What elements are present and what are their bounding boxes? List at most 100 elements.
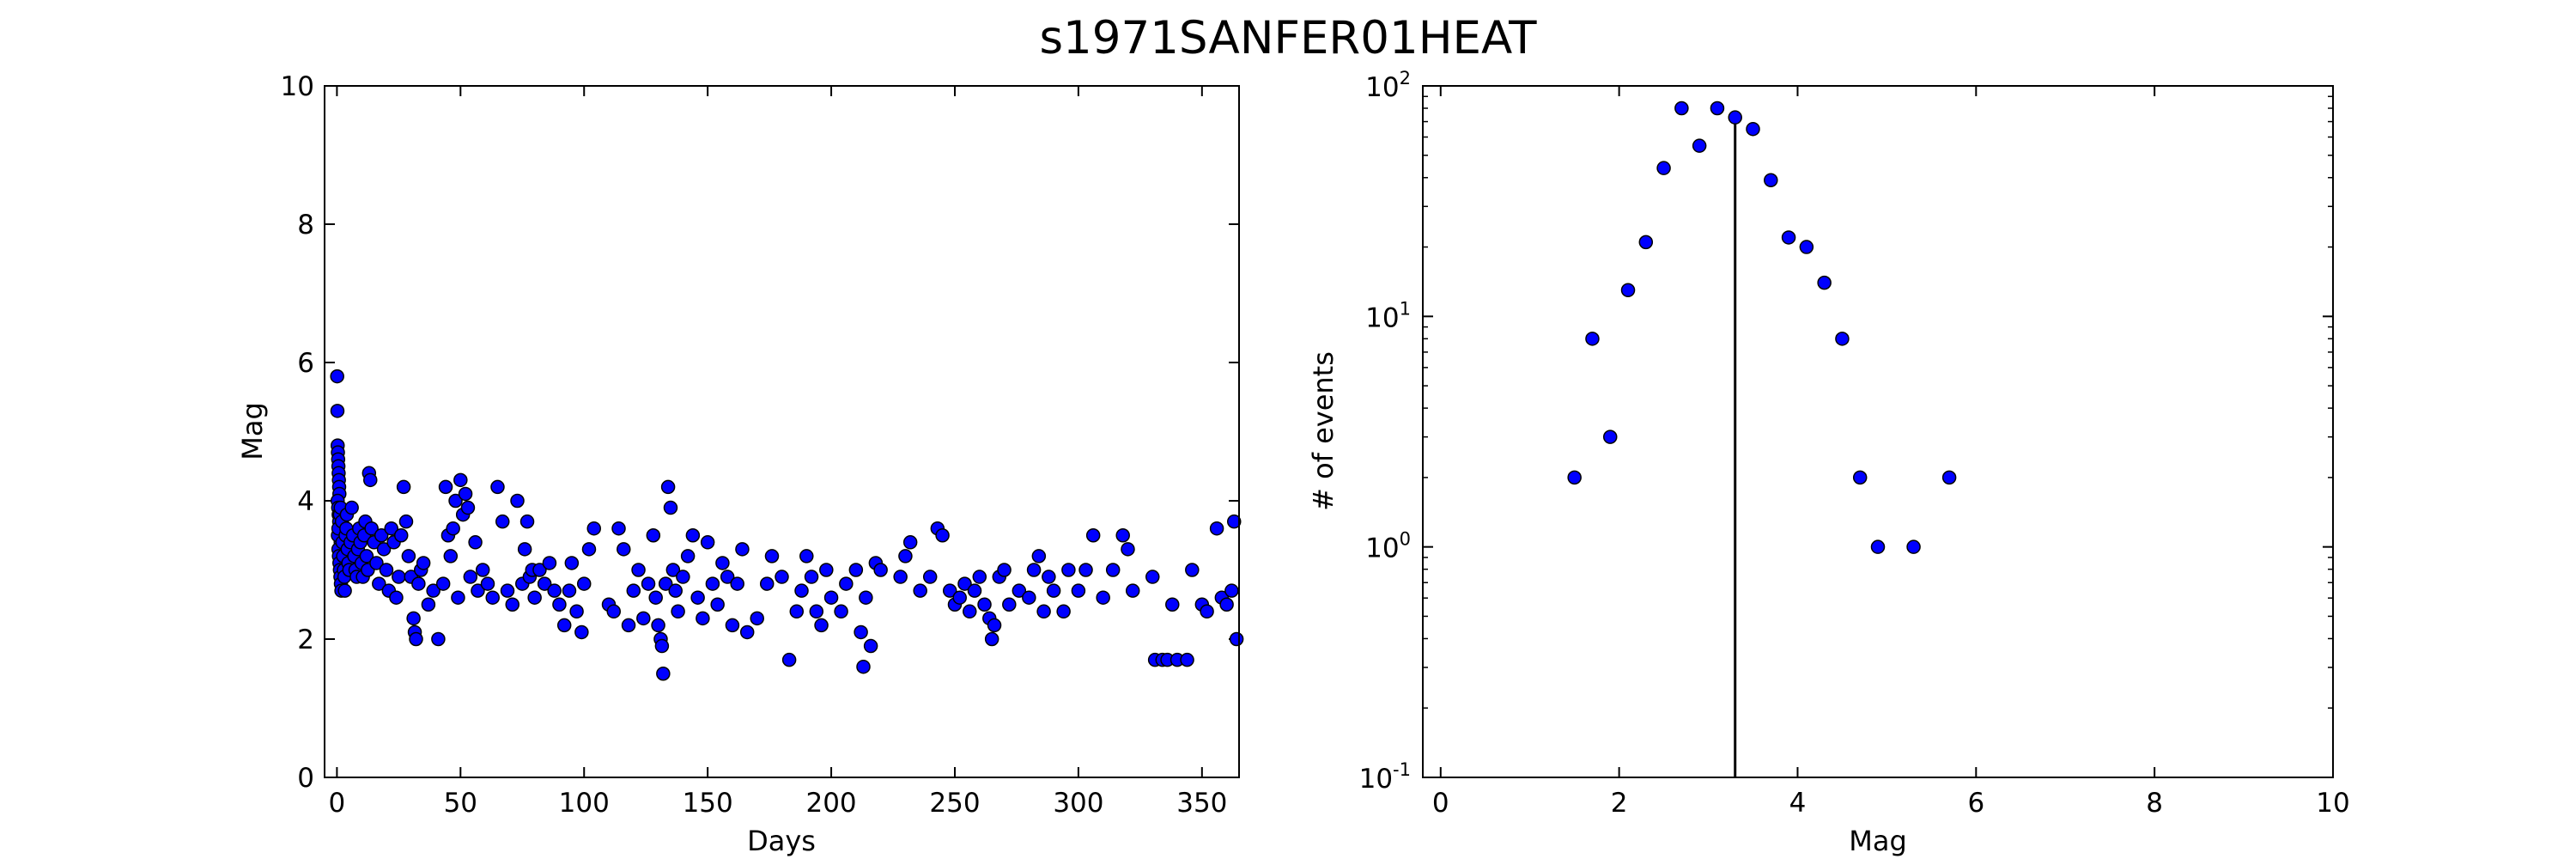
data-point [468, 535, 483, 550]
data-point [451, 590, 465, 605]
data-point [1870, 539, 1886, 554]
y-tick-label: 8 [297, 210, 314, 241]
data-point [848, 563, 864, 577]
data-point [972, 570, 987, 584]
data-point [814, 618, 829, 633]
data-point [505, 597, 520, 612]
data-point [1125, 583, 1140, 598]
data-point [952, 590, 967, 605]
data-point [1781, 230, 1796, 245]
data-point [453, 472, 468, 488]
data-point [374, 528, 389, 543]
data-point [977, 597, 992, 612]
data-point [913, 583, 927, 598]
data-point [542, 556, 557, 570]
x-tick-label: 6 [1967, 788, 1984, 819]
data-point [1835, 332, 1850, 346]
data-point [799, 549, 814, 564]
data-point [401, 549, 416, 564]
data-point [1799, 240, 1814, 254]
data-point [1224, 583, 1239, 598]
data-point [690, 590, 705, 605]
data-point [344, 500, 359, 515]
tick-base: 10 [1365, 302, 1399, 333]
data-point [569, 604, 584, 619]
data-point [739, 624, 755, 640]
tick-exponent: 2 [1400, 68, 1411, 88]
data-point [1056, 604, 1071, 619]
data-point [416, 556, 431, 570]
data-point [617, 542, 631, 557]
data-point [1042, 570, 1056, 584]
data-point [898, 549, 913, 564]
data-point [480, 576, 495, 591]
tick-base: 10 [1359, 764, 1393, 795]
data-point [1078, 563, 1093, 577]
x-tick-label: 150 [683, 788, 733, 819]
data-point [1121, 542, 1135, 557]
data-point [1105, 563, 1121, 577]
data-point [631, 563, 646, 577]
data-point [1031, 549, 1047, 564]
x-tick-label: 10 [2316, 788, 2349, 819]
chart-days-vs-mag: 0 50 100 150 200 250 300 350 0 2 4 6 8 10 Days Mag [236, 71, 1244, 857]
x-axis-label: Mag [1849, 825, 1907, 857]
x-tick-label: 250 [929, 788, 980, 819]
data-points [1567, 101, 1957, 777]
data-point [1200, 604, 1214, 619]
data-point [1046, 583, 1061, 598]
data-point [663, 500, 678, 515]
data-point [1567, 470, 1582, 485]
y-tick-label: 0 [297, 763, 314, 794]
data-point [411, 576, 426, 591]
data-point [804, 570, 819, 584]
data-point [475, 563, 490, 577]
data-point [485, 590, 500, 605]
x-tick-label: 8 [2146, 788, 2163, 819]
data-point [421, 597, 436, 612]
data-point [685, 528, 701, 543]
x-tick-label: 4 [1789, 788, 1807, 819]
data-point [789, 604, 805, 619]
data-point [586, 521, 601, 536]
data-point [379, 563, 394, 577]
data-point [396, 479, 411, 495]
data-point [1165, 597, 1180, 612]
y-tick-label: 10 [281, 71, 314, 102]
data-point [646, 528, 661, 543]
data-point [764, 549, 780, 564]
data-point [819, 563, 834, 577]
data-point [834, 604, 848, 619]
data-point [715, 556, 730, 570]
data-point [621, 618, 636, 633]
data-point [648, 590, 663, 605]
data-point [1145, 570, 1160, 584]
data-point [1710, 101, 1725, 116]
data-point [935, 528, 950, 543]
data-point [1096, 590, 1110, 605]
data-point [556, 618, 572, 633]
data-point [435, 576, 451, 591]
data-point [1602, 430, 1618, 444]
data-point [1180, 652, 1194, 667]
data-point [997, 563, 1012, 577]
y-tick-label: 101 [1365, 298, 1411, 333]
data-point [330, 369, 344, 384]
x-tick-label: 100 [559, 788, 610, 819]
tick-exponent: 0 [1400, 529, 1411, 550]
data-point [987, 618, 1002, 633]
data-point [1026, 563, 1042, 577]
data-point [426, 583, 440, 598]
data-point [1219, 597, 1234, 612]
plot-frame [1422, 85, 2334, 778]
data-points [330, 369, 1244, 681]
data-point [725, 618, 740, 633]
data-point [337, 583, 352, 598]
data-point [651, 618, 665, 633]
data-point [364, 521, 379, 536]
x-tick-label: 300 [1053, 788, 1103, 819]
plot-frame [324, 85, 1240, 778]
data-point [552, 597, 567, 612]
data-point [510, 493, 525, 509]
